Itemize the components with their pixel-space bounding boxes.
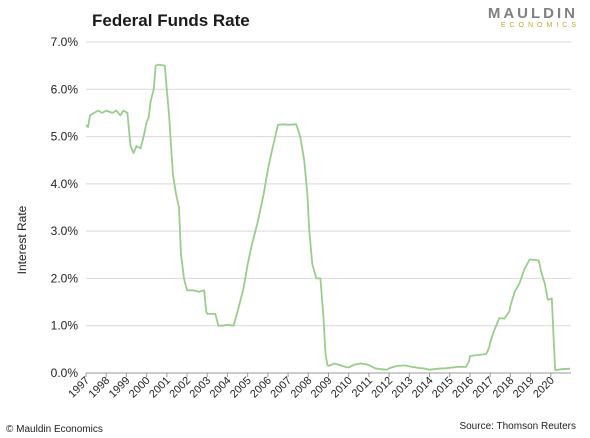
- x-tick-label: 2009: [309, 375, 335, 401]
- y-tick-label: 6.0%: [51, 82, 79, 96]
- source-text: Source: Thomson Reuters: [459, 421, 576, 432]
- x-tick-label: 2001: [147, 375, 173, 401]
- x-tick-label: 2013: [390, 375, 416, 401]
- x-tick-label: 2007: [268, 375, 294, 401]
- x-tick-label: 2020: [531, 375, 557, 401]
- y-tick-label: 3.0%: [51, 224, 79, 238]
- x-tick-labels: 1997199819992000200120022003200420052006…: [66, 375, 557, 401]
- y-tick-label: 2.0%: [51, 271, 79, 285]
- x-tick-label: 2002: [167, 375, 193, 401]
- x-tick-label: 2008: [289, 375, 315, 401]
- chart-title: Federal Funds Rate: [92, 11, 250, 30]
- axes: [85, 372, 571, 377]
- x-tick-label: 1998: [87, 375, 113, 401]
- series-line: [85, 63, 571, 372]
- y-tick-label: 4.0%: [51, 177, 79, 191]
- x-tick-label: 2014: [410, 375, 436, 401]
- y-axis-label: Interest Rate: [15, 205, 29, 274]
- logo-sub-text: ECONOMICS: [501, 22, 580, 29]
- x-tick-label: 2012: [369, 375, 395, 401]
- y-tick-label: 1.0%: [51, 319, 79, 333]
- x-tick-label: 2019: [511, 375, 537, 401]
- logo: MAULDIN ECONOMICS: [488, 5, 580, 29]
- x-tick-label: 2005: [228, 375, 254, 401]
- x-tick-label: 2011: [350, 375, 375, 400]
- x-tick-label: 2016: [450, 375, 476, 401]
- logo-main-text: MAULDIN: [488, 5, 578, 22]
- x-tick-label: 2015: [430, 375, 456, 401]
- y-tick-labels: 0.0% 1.0% 2.0% 3.0% 4.0% 5.0% 6.0% 7.0%: [51, 35, 79, 380]
- x-tick-label: 2018: [491, 375, 517, 401]
- x-tick-label: 2003: [188, 375, 214, 401]
- x-tick-label: 2017: [470, 375, 496, 401]
- y-tick-label: 5.0%: [51, 130, 79, 144]
- series-lines: [85, 63, 571, 372]
- x-tick-label: 1999: [107, 375, 133, 401]
- x-tick-label: 2000: [127, 375, 153, 401]
- copyright-text: © Mauldin Economics: [6, 424, 103, 435]
- gridlines: [86, 41, 571, 327]
- y-tick-label: 0.0%: [51, 366, 79, 380]
- x-tick-label: 2004: [208, 375, 234, 401]
- x-tick-label: 2006: [248, 375, 274, 401]
- y-tick-label: 7.0%: [51, 35, 79, 49]
- x-tick-label: 2010: [329, 375, 355, 401]
